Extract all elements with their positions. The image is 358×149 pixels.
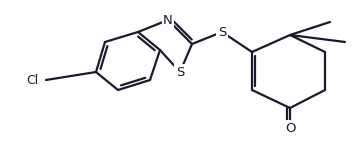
Text: O: O (285, 121, 295, 135)
Text: S: S (176, 66, 184, 79)
Text: N: N (163, 14, 173, 27)
Text: Cl: Cl (26, 73, 38, 87)
Text: S: S (218, 25, 226, 38)
